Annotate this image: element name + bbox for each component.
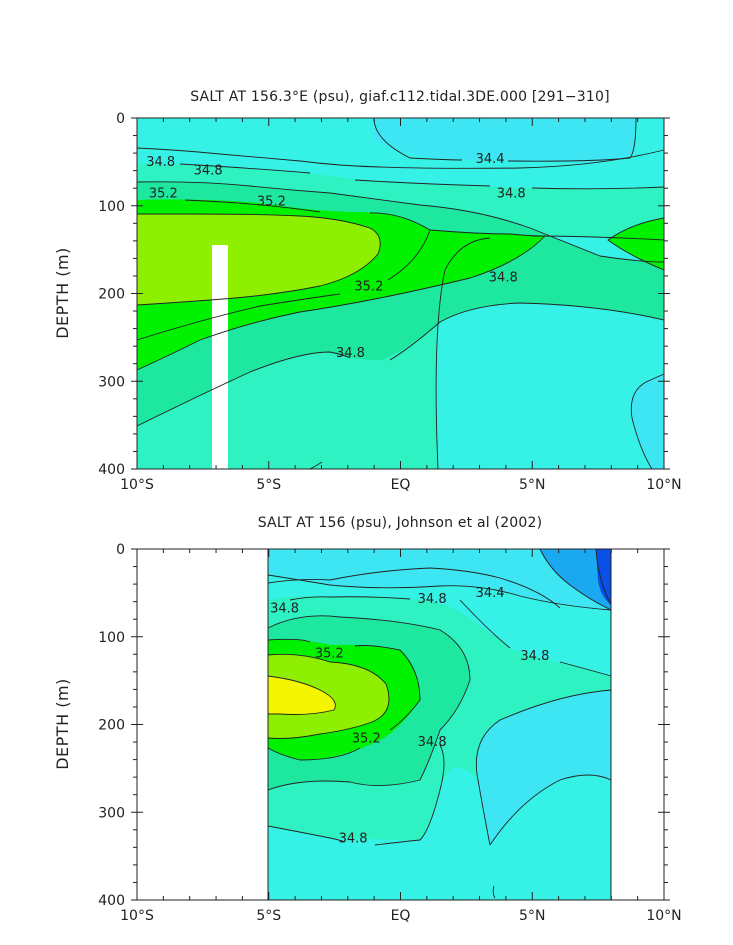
contour-34.0 [539, 548, 612, 611]
contour-35.0 [136, 181, 665, 263]
contour-34.8 [459, 599, 511, 649]
contour-34.8 [559, 661, 612, 677]
y-tick-label: 400 [98, 462, 125, 478]
salinity-band-34.4-34.6 [374, 118, 636, 162]
axes: 10°S 5°S EQ 5°N 10°N 0 100 200 300 400 [98, 542, 681, 924]
contour-35.2 [184, 199, 321, 213]
contour-34.4 [489, 774, 612, 846]
contour-34.8 [435, 237, 491, 470]
salinity-band-35.2-35.4 [608, 218, 664, 270]
contour-34.6 [267, 567, 561, 609]
contour-label: 34.8 [418, 735, 447, 750]
contour-34.8 [136, 351, 351, 427]
salinity-contour-lines [136, 117, 665, 470]
contour-label: 34.8 [497, 186, 526, 201]
x-tick-label: 5°S [256, 477, 281, 493]
y-tick-label: 100 [98, 630, 125, 646]
salinity-contour-lines [267, 548, 612, 899]
contour-34.8 [354, 179, 491, 187]
contour-34.8 [531, 186, 665, 190]
salinity-band-34.4-34.6 [476, 690, 611, 845]
contour-34.8 [374, 744, 445, 846]
salinity-band-below-34.0 [596, 549, 611, 605]
contour-35.0 [309, 461, 323, 470]
contour-34.4 [267, 574, 612, 611]
contour-34.8 [289, 596, 411, 601]
observed-salinity-panel: SALT AT 156 (psu), Johnson et al (2002) [53, 515, 682, 924]
x-tick-label: 5°S [256, 908, 281, 924]
contour-35.2 [136, 293, 341, 341]
contour-34.6 [475, 689, 612, 846]
contour-35.0 [267, 615, 471, 791]
chart-title: SALT AT 156.3°E (psu), giaf.c112.tidal.3… [190, 89, 610, 105]
contour-34.8 [531, 235, 665, 241]
y-tick-label: 0 [116, 542, 125, 558]
y-axis-label: DEPTH (m) [53, 678, 72, 770]
chart-title: SALT AT 156 (psu), Johnson et al (2002) [258, 515, 543, 531]
contour-label: 34.8 [339, 832, 368, 847]
y-tick-label: 300 [98, 374, 125, 390]
contour-label: 34.8 [194, 164, 223, 179]
contour-34.4 [373, 117, 463, 161]
contour-35.4 [136, 213, 381, 306]
salinity-band-34.4-34.6 [268, 549, 611, 610]
contour-34.8 [389, 302, 665, 361]
contour-35.6 [267, 675, 336, 715]
salinity-band-34.4-34.6 [631, 374, 664, 469]
contour-label: 34.8 [146, 155, 175, 170]
contour-label: 34.8 [336, 346, 365, 361]
x-tick-label: EQ [391, 477, 411, 493]
contour-label: 34.8 [489, 271, 518, 286]
x-tick-label: 10°N [646, 908, 681, 924]
contour-34.4 [630, 373, 665, 470]
x-tick-label: 5°N [519, 908, 545, 924]
salinity-contour-fill [268, 549, 611, 900]
salinity-contour-fill [137, 118, 664, 469]
contour-33.6 [595, 548, 612, 606]
y-tick-label: 100 [98, 199, 125, 215]
contour-35.2 [354, 645, 421, 731]
y-tick-label: 400 [98, 893, 125, 909]
contour-35.4 [267, 653, 390, 739]
x-tick-label: EQ [391, 908, 411, 924]
y-tick-label: 200 [98, 287, 125, 303]
contour-label: 35.2 [149, 186, 178, 201]
axes: 10°S 5°S EQ 5°N 10°N 0 100 200 300 400 [98, 111, 681, 493]
contour-35.2 [369, 212, 546, 237]
contour-labels: 34.8 34.8 34.4 34.8 35.2 35.2 35.2 34.8 34.8 [146, 152, 525, 361]
contour-label: 34.8 [520, 649, 549, 664]
contour-34.8 [267, 825, 346, 843]
x-tick-label: 5°N [519, 477, 545, 493]
contour-34.8 [492, 885, 496, 899]
x-tick-label: 10°S [120, 908, 154, 924]
y-tick-label: 300 [98, 805, 125, 821]
contour-34.6 [136, 147, 665, 169]
contour-label: 34.4 [476, 152, 505, 167]
contour-labels: 34.8 34.8 34.4 34.8 35.2 35.2 34.8 34.8 [270, 586, 549, 847]
contour-label: 34.8 [418, 592, 447, 607]
contour-label: 35.2 [315, 646, 344, 661]
y-tick-label: 0 [116, 111, 125, 127]
contour-35.2 [607, 217, 665, 271]
salinity-band-34.0-34.4 [540, 549, 611, 610]
masked-ridge [212, 245, 228, 469]
model-salinity-panel: SALT AT 156.3°E (psu), giaf.c112.tidal.3… [53, 89, 682, 493]
salinity-band-35.4-35.6 [137, 214, 381, 305]
y-axis-label: DEPTH (m) [53, 247, 72, 339]
contour-35.2 [387, 229, 431, 281]
salinity-band-above-35.6 [268, 676, 336, 715]
y-tick-label: 200 [98, 718, 125, 734]
contour-35.0 [136, 235, 546, 371]
contour-label: 35.2 [257, 194, 286, 209]
contour-35.2 [267, 747, 361, 761]
contour-35.2 [267, 638, 311, 643]
contour-label: 35.2 [352, 732, 381, 747]
x-tick-label: 10°S [120, 477, 154, 493]
x-tick-label: 10°N [646, 477, 681, 493]
contour-34.8 [179, 163, 311, 174]
contour-label: 34.8 [270, 602, 299, 617]
contour-label: 35.2 [354, 279, 383, 294]
contour-label: 34.4 [476, 586, 505, 601]
